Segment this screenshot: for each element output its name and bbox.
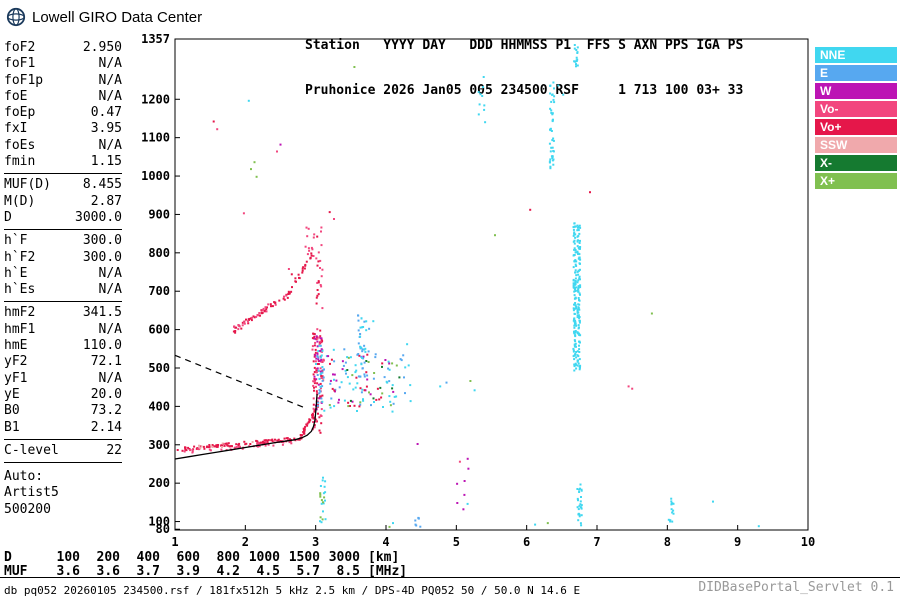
footer-row-D: D 100 200 400 600 800 1000 1500 3000 [km] [4, 550, 400, 565]
svg-text:600: 600 [148, 323, 170, 337]
svg-text:4: 4 [382, 535, 389, 549]
svg-text:300: 300 [148, 438, 170, 452]
legend-item-X+: X+ [815, 173, 897, 189]
svg-text:5: 5 [453, 535, 460, 549]
param-group: MUF(D) 8.455 M(D) 2.87 D 3000.0 [4, 174, 122, 231]
svg-text:6: 6 [523, 535, 530, 549]
param-fmin: fmin 1.15 [4, 154, 122, 170]
svg-text:200: 200 [148, 476, 170, 490]
svg-text:80: 80 [156, 522, 170, 536]
param-hmF2: hmF2 341.5 [4, 305, 122, 321]
param-B0: B0 73.2 [4, 403, 122, 419]
param-h`Es: h`Es N/A [4, 282, 122, 298]
true-height-profile-line [174, 394, 318, 460]
svg-text:500: 500 [148, 361, 170, 375]
svg-text:2: 2 [242, 535, 249, 549]
svg-text:3: 3 [312, 535, 319, 549]
param-yE: yE 20.0 [4, 386, 122, 402]
svg-text:1200: 1200 [141, 92, 170, 106]
divider [0, 577, 900, 578]
svg-text:1357: 1357 [141, 32, 170, 46]
param-h`F2: h`F2 300.0 [4, 249, 122, 265]
app-title: Lowell GIRO Data Center [32, 8, 203, 26]
param-yF2: yF2 72.1 [4, 354, 122, 370]
legend-item-E: E [815, 65, 897, 81]
param-group: C-level 22 [4, 440, 122, 464]
lowell-globe-logo-icon [6, 7, 26, 27]
scatter-points [176, 44, 760, 528]
param-MUF(D): MUF(D) 8.455 [4, 177, 122, 193]
svg-text:10: 10 [801, 535, 815, 549]
status-bar: db pq052 20260105 234500.rsf / 181fx512h… [4, 584, 581, 597]
legend-item-NNE: NNE [815, 47, 897, 63]
d-muf-table: D 100 200 400 600 800 1000 1500 3000 [km] MUF 3.6 3.… [4, 551, 407, 579]
direction-legend: NNE E W Vo- Vo+ SSW X- X+ [815, 47, 897, 191]
station-header-values: Pruhonice 2026 Jan05 005 234500 RSF 1 71… [305, 83, 744, 98]
svg-text:700: 700 [148, 284, 170, 298]
station-header-fields: Station YYYY DAY DDD HHMMSS P1 FFS S AXN… [305, 38, 744, 53]
svg-text:800: 800 [148, 246, 170, 260]
legend-item-Vo-: Vo- [815, 101, 897, 117]
legend-item-W: W [815, 83, 897, 99]
param-h`F: h`F 300.0 [4, 233, 122, 249]
param-hmE: hmE 110.0 [4, 338, 122, 354]
param-foF1: foF1 N/A [4, 56, 122, 72]
param-foEp: foEp 0.47 [4, 105, 122, 121]
legend-item-Vo+: Vo+ [815, 119, 897, 135]
svg-text:8: 8 [664, 535, 671, 549]
footer-row-MUF: MUF 3.6 3.6 3.7 3.9 4.2 4.5 5.7 8.5 [MHz] [4, 564, 408, 579]
param-foE: foE N/A [4, 88, 122, 104]
auto-scaler-info: Auto: Artist5 500200 [4, 469, 59, 517]
legend-item-X-: X- [815, 155, 897, 171]
param-D: D 3000.0 [4, 209, 122, 225]
param-foEs: foEs N/A [4, 137, 122, 153]
svg-text:1100: 1100 [141, 131, 170, 145]
param-M(D): M(D) 2.87 [4, 193, 122, 209]
svg-text:9: 9 [734, 535, 741, 549]
legend-item-SSW: SSW [815, 137, 897, 153]
param-hmF1: hmF1 N/A [4, 321, 122, 337]
param-group: hmF2 341.5 hmF1 N/A hmE 110.0 yF2 72.1 yF1 N/A yE 2… [4, 302, 122, 440]
param-foF1p: foF1p N/A [4, 72, 122, 88]
dashed-model-line [174, 354, 306, 409]
param-fxI: fxI 3.95 [4, 121, 122, 137]
param-group: foF2 2.950 foF1 N/A foF1p N/A foE N/A foEp 0.47 fx… [4, 37, 122, 175]
param-C-level: C-level 22 [4, 442, 122, 458]
svg-text:7: 7 [593, 535, 600, 549]
brand: Lowell GIRO Data Center [6, 7, 202, 27]
servlet-version-label: DIDBasePortal_Servlet 0.1 [698, 580, 894, 595]
parameter-panel: foF2 2.950 foF1 N/A foF1p N/A foE N/A foEp 0.47 fx… [4, 37, 122, 518]
param-group: h`F 300.0 h`F2 300.0 h`E N/A h`Es N/A [4, 230, 122, 303]
param-h`E: h`E N/A [4, 265, 122, 281]
param-foF2: foF2 2.950 [4, 40, 122, 55]
svg-text:100: 100 [148, 515, 170, 529]
param-B1: B1 2.14 [4, 419, 122, 435]
svg-text:1: 1 [171, 535, 178, 549]
station-header: Station YYYY DAY DDD HHMMSS P1 FFS S AXN… [305, 8, 743, 113]
param-yF1: yF1 N/A [4, 370, 122, 386]
svg-text:900: 900 [148, 207, 170, 221]
svg-text:400: 400 [148, 399, 170, 413]
svg-text:1000: 1000 [141, 169, 170, 183]
